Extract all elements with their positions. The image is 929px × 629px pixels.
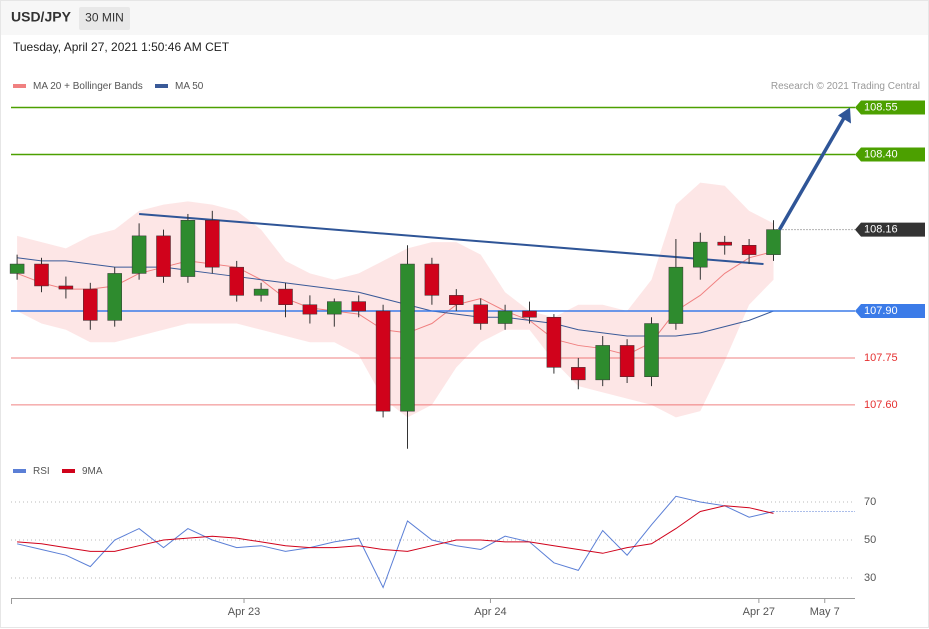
rsi-tick-label: 30 <box>864 572 876 584</box>
candle-body <box>83 288 98 321</box>
interval[interactable]: 30 MIN <box>85 11 124 25</box>
level-label: 107.75 <box>864 352 898 364</box>
header-bar <box>1 1 928 35</box>
legend-swatch <box>13 84 26 88</box>
candle-body <box>571 367 586 381</box>
level-label: 108.55 <box>864 101 898 113</box>
candle-body <box>449 295 464 305</box>
candle-body <box>717 241 732 246</box>
candle-body <box>400 263 415 412</box>
candle-body <box>34 263 49 287</box>
level-tag <box>855 100 925 115</box>
legend-label: MA 20 + Bollinger Bands <box>33 81 143 92</box>
candle-body <box>693 241 708 268</box>
candle-body <box>766 229 781 255</box>
legend-label: RSI <box>33 466 50 477</box>
candle-body <box>302 304 318 315</box>
level-label: 108.16 <box>864 224 898 236</box>
candle-body <box>253 288 269 296</box>
timestamp: Tuesday, April 27, 2021 1:50:46 AM CET <box>13 40 230 54</box>
forecast-arrow <box>777 113 848 231</box>
interval-button[interactable] <box>79 7 130 30</box>
candle-body <box>351 301 366 312</box>
candle-body <box>522 310 537 318</box>
x-tick-label: Apr 23 <box>228 606 260 618</box>
legend-swatch <box>13 469 26 473</box>
candle-body <box>131 235 147 274</box>
rsi-line <box>16 495 774 589</box>
level-label: 107.60 <box>864 399 898 411</box>
candle-body <box>644 323 659 377</box>
candle-body <box>741 245 757 255</box>
candle-body <box>473 304 488 324</box>
candle-body <box>229 266 244 296</box>
candle-body <box>668 266 684 324</box>
level-tag <box>855 147 925 162</box>
level-tag <box>855 304 925 318</box>
rsi-tick-label: 50 <box>864 534 876 546</box>
symbol: USD/JPY <box>11 9 72 25</box>
x-tick-label: May 7 <box>810 606 840 618</box>
legend-swatch <box>62 469 75 473</box>
candle-body <box>107 273 122 321</box>
legend-label: MA 50 <box>175 81 204 92</box>
candle-body <box>180 219 196 277</box>
candle-body <box>327 301 342 315</box>
candle-body <box>619 345 635 377</box>
candle-body <box>424 263 440 296</box>
candle-body <box>205 219 220 268</box>
rsi-ma-line <box>17 505 774 554</box>
level-tag <box>855 222 925 237</box>
arrow-head <box>838 107 851 124</box>
x-tick-label: Apr 24 <box>474 606 506 618</box>
credit: Research © 2021 Trading Central <box>771 81 920 92</box>
level-label: 108.40 <box>864 148 898 160</box>
candle-body <box>156 235 171 277</box>
candle-body <box>375 310 391 412</box>
level-label: 107.90 <box>864 305 898 317</box>
candle-body <box>58 285 74 290</box>
legend-label: 9MA <box>82 466 103 477</box>
candle-body <box>546 317 562 368</box>
x-tick-label: Apr 27 <box>743 606 775 618</box>
candle-body <box>9 263 25 274</box>
candle-body <box>278 288 293 305</box>
legend-swatch <box>155 84 168 88</box>
candle-body <box>497 310 513 324</box>
trendline <box>139 212 764 266</box>
candle-body <box>595 345 610 381</box>
rsi-tick-label: 70 <box>864 496 876 508</box>
